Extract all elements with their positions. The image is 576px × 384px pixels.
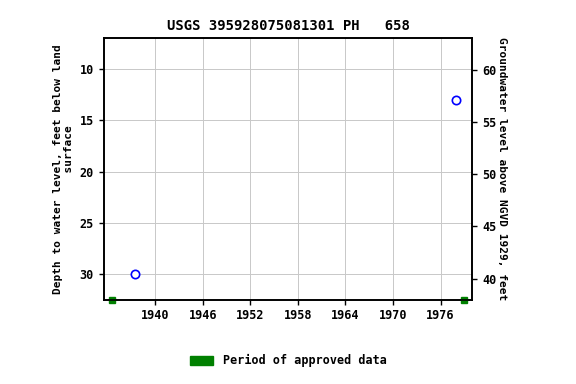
Title: USGS 395928075081301 PH   658: USGS 395928075081301 PH 658 [166,19,410,33]
Legend: Period of approved data: Period of approved data [185,349,391,372]
Y-axis label: Depth to water level, feet below land
      surface: Depth to water level, feet below land su… [52,44,74,294]
Y-axis label: Groundwater level above NGVD 1929, feet: Groundwater level above NGVD 1929, feet [498,37,507,301]
